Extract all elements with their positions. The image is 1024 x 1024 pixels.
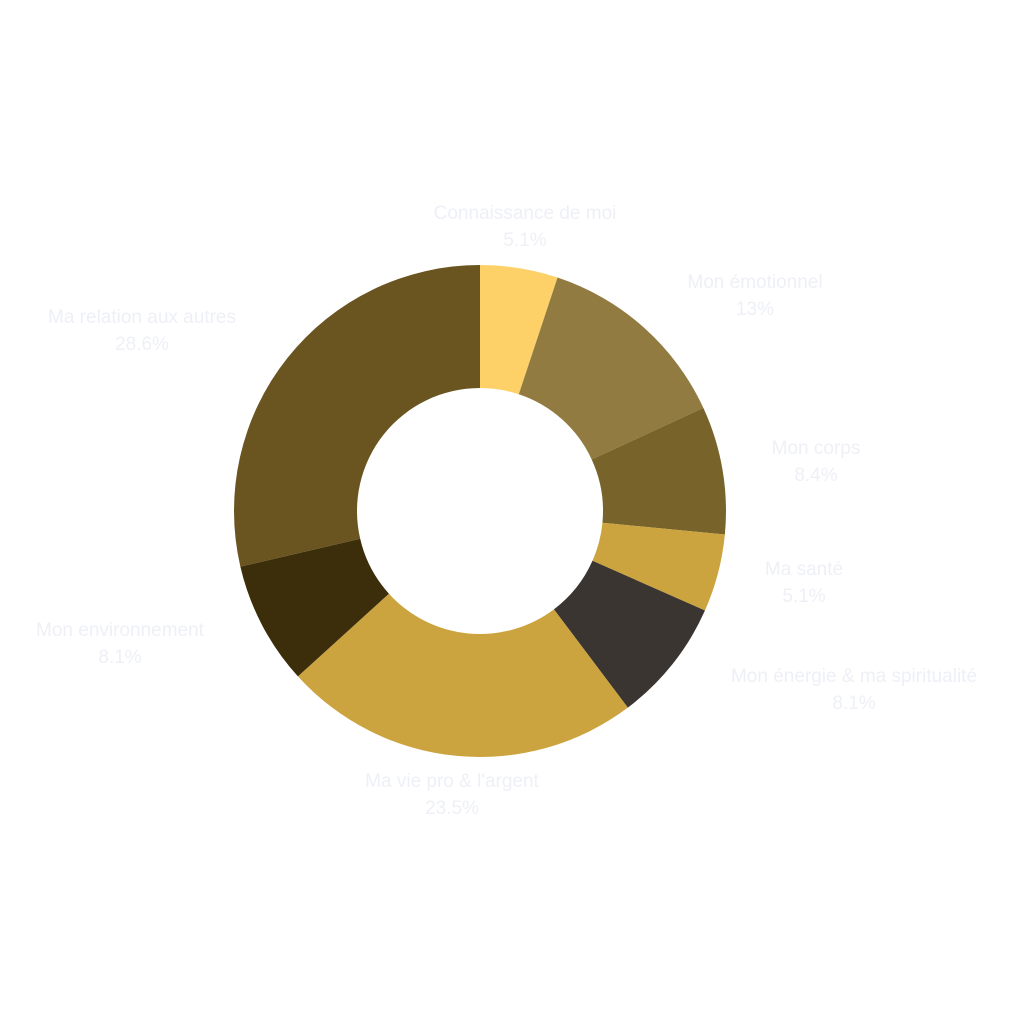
slice-4 <box>553 560 705 708</box>
label-ma-sante-value: 5.1% <box>782 586 826 607</box>
label-ma-sante-name: Ma santé <box>764 559 844 580</box>
slice-5 <box>297 593 628 757</box>
label-mon-environnement: Mon environnement 8.1% <box>36 617 204 671</box>
label-ma-relation-aux-autres-value: 28.6% <box>115 334 169 355</box>
label-connaissance-de-moi-name: Connaissance de moi <box>433 203 617 224</box>
label-mon-energie-name: Mon énergie & ma spiritualité <box>730 666 978 687</box>
label-connaissance-de-moi-value: 5.1% <box>503 230 547 251</box>
label-ma-vie-pro-value: 23.5% <box>425 798 479 819</box>
slice-7 <box>233 265 481 567</box>
label-mon-energie: Mon énergie & ma spiritualité 8.1% <box>731 663 977 717</box>
label-mon-corps: Mon corps 8.4% <box>772 435 861 489</box>
label-mon-emotionnel: Mon émotionnel 13% <box>687 269 822 323</box>
slice-1 <box>518 277 704 460</box>
label-mon-emotionnel-value: 13% <box>735 299 775 320</box>
slice-3 <box>592 522 725 611</box>
label-mon-energie-value: 8.1% <box>832 693 876 714</box>
label-mon-environnement-value: 8.1% <box>98 647 142 668</box>
label-mon-environnement-name: Mon environnement <box>36 620 204 641</box>
label-ma-sante: Ma santé 5.1% <box>765 556 843 610</box>
label-mon-corps-value: 8.4% <box>794 465 838 486</box>
label-mon-emotionnel-name: Mon émotionnel <box>687 272 823 293</box>
slice-0 <box>480 265 558 395</box>
label-ma-relation-aux-autres: Ma relation aux autres 28.6% <box>48 304 236 358</box>
label-connaissance-de-moi: Connaissance de moi 5.1% <box>434 200 617 254</box>
label-ma-relation-aux-autres-name: Ma relation aux autres <box>48 307 236 328</box>
label-mon-corps-name: Mon corps <box>771 438 861 459</box>
slice-6 <box>240 538 389 677</box>
label-ma-vie-pro-name: Ma vie pro & l'argent <box>365 771 539 792</box>
label-ma-vie-pro: Ma vie pro & l'argent 23.5% <box>365 768 539 822</box>
slice-2 <box>591 407 726 535</box>
